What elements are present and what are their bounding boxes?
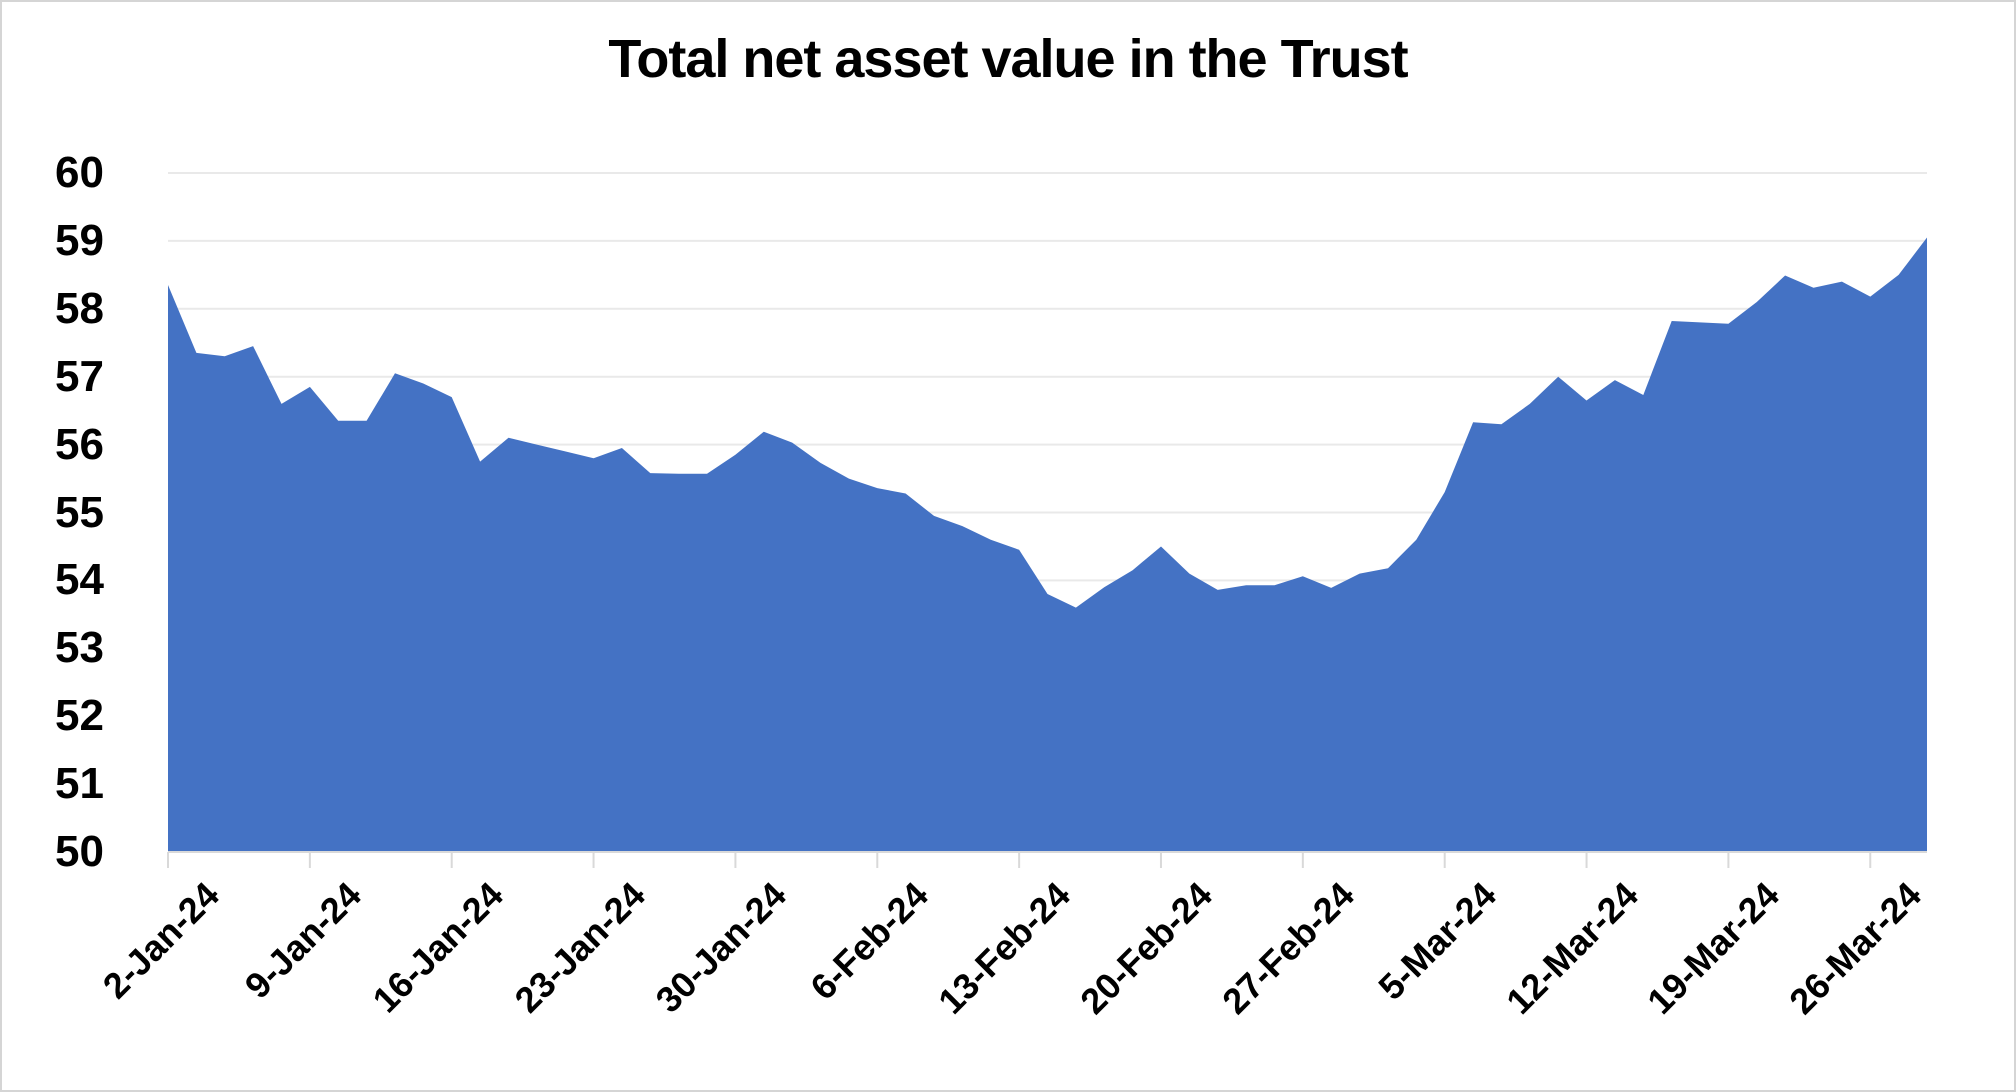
- y-axis-label: 55: [55, 487, 104, 537]
- y-axis-label: 51: [55, 759, 104, 809]
- area-series: [168, 237, 1927, 852]
- y-axis-label: 52: [55, 691, 104, 741]
- y-axis-label: 60: [55, 148, 104, 197]
- y-axis-label: 58: [55, 283, 104, 333]
- y-axis-label: 57: [55, 351, 104, 401]
- chart-title: Total net asset value in the Trust: [608, 29, 1408, 89]
- y-axis-label: 59: [55, 215, 104, 265]
- y-axis-label: 56: [55, 419, 104, 469]
- y-axis-label: 50: [55, 827, 104, 876]
- y-axis-label: 53: [55, 623, 104, 673]
- y-axis-label: 54: [55, 555, 104, 605]
